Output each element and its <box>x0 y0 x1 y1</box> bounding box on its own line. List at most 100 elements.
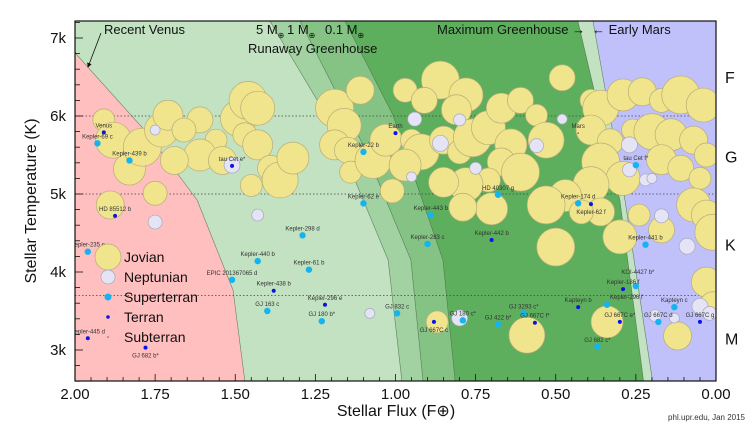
axes: 2.00 1.75 1.50 1.25 1.00 0.75 0.50 0.25 0.00 7k 6k… <box>50 21 738 403</box>
jovian-bubble <box>627 203 651 227</box>
planet-dot-kepler-22-b <box>360 148 367 156</box>
credit: phl.upr.edu, Jan 2015 <box>668 413 746 422</box>
planet-dot-kepler-235-e <box>84 248 92 255</box>
jovian-bubble <box>691 266 716 298</box>
legend-neptunian-label: Neptunian <box>124 269 188 285</box>
planet-label-venus: Venus <box>96 123 113 129</box>
planet-dot-kapteyn-c <box>671 303 678 311</box>
early-mars-label: ← Early Mars <box>592 22 671 37</box>
jovian-bubble <box>507 87 534 114</box>
planet-label-kepler-235-e: Kepler-235 e <box>71 243 106 249</box>
planet-label-gj-667c-e: GJ 667C e* <box>604 313 636 319</box>
planet-dot-kepler-440-b <box>254 257 261 265</box>
max-greenhouse-label: Maximum Greenhouse → <box>437 22 585 37</box>
mass-1-label: 1 M⊕ <box>287 22 315 40</box>
planet-label-kepler-174-d: Kepler-174 d <box>561 194 595 200</box>
planet-dot-gj-667c-d <box>655 318 662 326</box>
spectral-class-M: M <box>725 331 738 348</box>
legend-subterran-label: Subterran <box>124 329 185 345</box>
planet-label-kepler-439-b: Kepler-439 b <box>112 151 147 157</box>
planet-label-kapteyn-b: Kapteyn b <box>565 298 593 304</box>
planet-dot-earth <box>393 131 398 136</box>
planet-label-gj-682-b: GJ 682 b* <box>132 354 159 360</box>
jovian-bubble <box>160 146 189 175</box>
planet-label-gj-163-c: GJ 163 c <box>255 302 279 308</box>
planet-dot-gj-667c-g <box>697 319 702 324</box>
neptunian-bubble <box>406 171 417 183</box>
jovian-bubble <box>95 190 125 220</box>
boundary-0-1-m-runaway-greenhouse <box>344 21 456 381</box>
planet-dot-kepler-69-c <box>94 140 101 147</box>
jovian-bubble <box>526 185 566 225</box>
planet-label-kepler-61-b: Kepler-61 b <box>293 261 325 267</box>
x-tick-label: 1.25 <box>301 386 330 403</box>
jovian-bubble <box>663 321 692 351</box>
neptunian-bubble <box>469 161 482 175</box>
planet-label-kepler-22-b: Kepler-22 b <box>348 143 380 149</box>
spectral-class-G: G <box>725 150 737 167</box>
planet-dot-gj-163-c <box>264 307 271 315</box>
planet-label-kepler-440-b: Kepler-440 b <box>241 252 276 258</box>
neptunian-bubble <box>453 113 466 127</box>
planet-label-kepler-443-b: Kepler-443 b <box>414 206 449 212</box>
jovian-bubble <box>667 154 695 182</box>
neptunian-bubble <box>149 124 161 136</box>
runaway-annotation: 5 M⊕ 1 M⊕ 0.1 M⊕ Runaway Greenhouse <box>248 22 377 56</box>
x-tick-label: 0.50 <box>541 386 570 403</box>
legend-jovian-icon <box>94 243 122 271</box>
planet-label-kepler-445-d: Kepler-445 d <box>71 329 105 335</box>
recent-venus-annotation: Recent Venus <box>87 22 185 68</box>
planet-dot-kepler-283-c <box>424 240 431 248</box>
planet-dot-kepler-186-f <box>621 287 626 292</box>
planet-dot-gj-3293-c <box>520 310 527 317</box>
planet-dot-gj-667c-f <box>532 320 537 325</box>
x-tick-label: 0.25 <box>621 386 650 403</box>
planet-label-kepler-186-f: Kepler-186 f <box>607 280 640 286</box>
legend-superterran-icon <box>104 293 112 301</box>
mass-5-label: 5 M⊕ <box>256 22 284 40</box>
jovian-bubble <box>569 199 594 225</box>
planet-dot-kepler-439-b <box>126 157 133 164</box>
planet-dot-gj-180-c <box>459 317 467 324</box>
x-tick-label: 1.75 <box>141 386 170 403</box>
planet-dot-epic-201367065-d <box>228 276 236 283</box>
jovian-bubble <box>536 227 576 267</box>
jovian-bubble <box>239 174 263 197</box>
planet-dot-hd-40307-g <box>494 191 502 198</box>
planet-dot-gj-682-b <box>143 345 148 350</box>
neptunian-bubble <box>648 309 662 323</box>
planet-dot-tau-cet-e <box>230 163 235 168</box>
planet-dot-kepler-445-d <box>85 336 90 341</box>
planet-dot-kepler-296-e <box>322 302 327 307</box>
boundary-1-m-runaway-greenhouse <box>299 21 424 381</box>
planet-label-gj-180-b: GJ 180 b* <box>308 312 335 318</box>
planet-label-epic-201367065-d: EPIC 201367065 d <box>207 271 258 277</box>
jovian-bubble <box>345 75 375 105</box>
legend-superterran-label: Superterran <box>124 289 198 305</box>
planet-dot-kepler-61-b <box>305 266 313 273</box>
planet-dot-koi-4427-b <box>632 282 640 290</box>
planet-dot-gj-832-c <box>393 310 401 317</box>
spectral-class-K: K <box>725 238 736 255</box>
planet-dot-tau-cet-f <box>632 161 640 169</box>
planet-label-kepler-62-f: Kepler-62 f <box>576 210 606 216</box>
jovian-bubble <box>428 166 459 198</box>
planet-label-gj-667c-g: GJ 667C g <box>686 313 715 319</box>
neptunian-bubble <box>432 134 449 152</box>
planet-dot-gj-422-b <box>494 321 502 328</box>
planet-dot-kapteyn-b <box>576 305 581 310</box>
neptunian-bubble <box>364 307 376 319</box>
jovian-bubble <box>475 192 508 226</box>
planet-dot-venus <box>101 130 106 135</box>
recent-venus-arrow <box>87 32 102 68</box>
x-tick-label: 0.00 <box>701 386 730 403</box>
labeled-planets: Venus Kepler-69 c Kepler-439 b HD 85512 b ta… <box>71 123 715 360</box>
y-axis-label: Stellar Temperature (K) <box>23 118 40 283</box>
planet-dot-kepler-296-f <box>603 301 611 308</box>
boundary-5-m-runaway-greenhouse <box>269 21 403 381</box>
jovian-bubble <box>694 142 716 168</box>
neptunian-bubble <box>654 208 669 224</box>
jovian-bubble <box>242 129 274 161</box>
y-tick-label: 6k <box>50 108 66 125</box>
